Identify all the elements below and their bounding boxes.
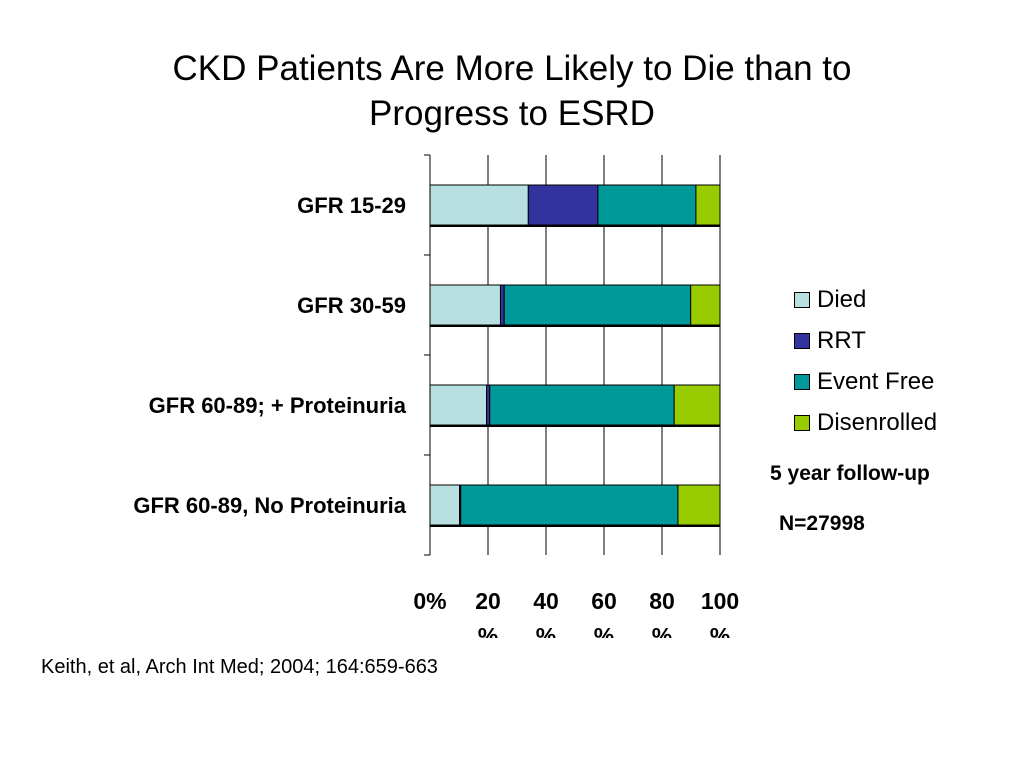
slide-title: CKD Patients Are More Likely to Die than… xyxy=(62,46,962,136)
sample-size-note: N=27998 xyxy=(779,512,865,535)
bar-segment-event-free-1 xyxy=(503,284,692,326)
bar-segment-rrt-1 xyxy=(499,284,505,326)
tick-label-mask xyxy=(380,638,800,658)
legend-item-event-free: Event Free xyxy=(794,361,937,402)
bar-segment-died-0 xyxy=(429,184,529,226)
legend-label-died: Died xyxy=(817,285,867,313)
legend-label-disenrolled: Disenrolled xyxy=(817,408,938,436)
citation: Keith, et al, Arch Int Med; 2004; 164:65… xyxy=(41,656,438,678)
legend-swatch-died xyxy=(794,291,810,308)
legend-item-disenrolled: Disenrolled xyxy=(794,402,937,443)
x-tick-label-20: 20 xyxy=(475,588,501,614)
bar-segment-died-2 xyxy=(429,384,488,426)
bar-segment-event-free-2 xyxy=(489,384,675,426)
legend-item-rrt: RRT xyxy=(794,320,937,361)
legend-swatch-disenrolled xyxy=(794,414,810,431)
category-label-3: GFR 60-89, No Proteinuria xyxy=(133,493,406,518)
bar-segment-disenrolled-3 xyxy=(677,484,721,526)
slide-title-line-2: Progress to ESRD xyxy=(369,94,655,133)
legend-label-event-free: Event Free xyxy=(817,367,935,395)
bar-segment-rrt-0 xyxy=(527,184,599,226)
legend-item-died: Died xyxy=(794,279,937,320)
bar-segment-disenrolled-1 xyxy=(690,284,721,326)
x-tick-label-100: 100 xyxy=(701,588,739,614)
x-tick-label-0: 0% xyxy=(413,588,446,614)
legend-label-rrt: RRT xyxy=(817,326,866,354)
bar-segment-disenrolled-0 xyxy=(695,184,721,226)
legend-swatch-rrt xyxy=(794,332,810,349)
bar-segment-event-free-0 xyxy=(597,184,697,226)
x-tick-label-40: 40 xyxy=(533,588,559,614)
bar-segment-died-1 xyxy=(429,284,501,326)
category-label-1: GFR 30-59 xyxy=(297,293,406,318)
slide-title-line-1: CKD Patients Are More Likely to Die than… xyxy=(172,49,852,88)
bar-segment-event-free-3 xyxy=(460,484,679,526)
category-label-2: GFR 60-89; + Proteinuria xyxy=(149,393,407,418)
bar-segment-disenrolled-2 xyxy=(673,384,721,426)
chart-legend: Died RRT Event Free Disenrolled xyxy=(794,279,937,443)
x-tick-label-80: 80 xyxy=(649,588,675,614)
x-tick-label-60: 60 xyxy=(591,588,617,614)
bar-segment-died-3 xyxy=(429,484,461,526)
category-label-0: GFR 15-29 xyxy=(297,193,406,218)
followup-note: 5 year follow-up xyxy=(770,462,930,485)
legend-swatch-event-free xyxy=(794,373,810,390)
